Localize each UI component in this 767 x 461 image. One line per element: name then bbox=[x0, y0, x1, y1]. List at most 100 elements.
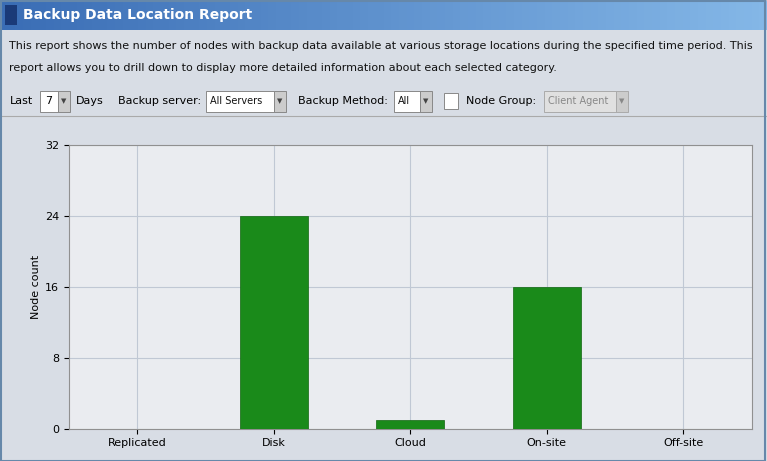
Bar bbox=[345, 0, 353, 30]
Text: Client Agent: Client Agent bbox=[548, 96, 608, 106]
Bar bbox=[360, 0, 368, 30]
Bar bbox=[368, 0, 376, 30]
Bar bbox=[107, 0, 115, 30]
Text: This report shows the number of nodes with backup data available at various stor: This report shows the number of nodes wi… bbox=[9, 41, 753, 51]
Bar bbox=[598, 0, 606, 30]
Bar bbox=[420, 91, 432, 112]
Bar bbox=[394, 91, 420, 112]
Bar bbox=[652, 0, 660, 30]
Text: All Servers: All Servers bbox=[210, 96, 262, 106]
Bar bbox=[744, 0, 752, 30]
Bar bbox=[40, 91, 58, 112]
Bar bbox=[675, 0, 683, 30]
Bar bbox=[529, 0, 537, 30]
Bar bbox=[58, 91, 70, 112]
Bar bbox=[468, 0, 476, 30]
Text: Last: Last bbox=[10, 96, 33, 106]
Bar bbox=[215, 0, 222, 30]
Bar bbox=[169, 0, 176, 30]
Bar bbox=[307, 0, 314, 30]
Bar bbox=[54, 0, 61, 30]
Bar bbox=[153, 0, 161, 30]
Bar bbox=[239, 216, 308, 429]
Bar bbox=[61, 0, 69, 30]
Bar bbox=[621, 0, 629, 30]
Bar bbox=[736, 0, 744, 30]
Bar bbox=[376, 420, 445, 429]
Bar bbox=[476, 0, 483, 30]
Bar bbox=[276, 0, 284, 30]
Bar bbox=[445, 0, 453, 30]
Bar bbox=[545, 0, 552, 30]
Bar bbox=[376, 0, 384, 30]
Bar bbox=[337, 0, 345, 30]
Bar bbox=[192, 0, 199, 30]
Bar bbox=[560, 0, 568, 30]
Bar bbox=[322, 0, 330, 30]
Bar bbox=[506, 0, 514, 30]
Bar bbox=[414, 0, 422, 30]
Bar bbox=[721, 0, 729, 30]
Bar bbox=[222, 0, 230, 30]
Bar bbox=[391, 0, 399, 30]
Text: All: All bbox=[398, 96, 410, 106]
Text: report allows you to drill down to display more detailed information about each : report allows you to drill down to displ… bbox=[9, 63, 557, 73]
Bar bbox=[77, 0, 84, 30]
Text: Node Group:: Node Group: bbox=[466, 96, 536, 106]
Bar bbox=[460, 0, 468, 30]
Bar bbox=[291, 0, 299, 30]
Bar bbox=[644, 0, 652, 30]
Bar bbox=[138, 0, 146, 30]
Bar bbox=[146, 0, 153, 30]
Bar bbox=[606, 0, 614, 30]
Bar bbox=[274, 91, 286, 112]
Bar bbox=[261, 0, 268, 30]
Bar bbox=[430, 0, 437, 30]
Bar bbox=[552, 0, 560, 30]
Bar bbox=[453, 0, 460, 30]
Text: Backup Method:: Backup Method: bbox=[298, 96, 388, 106]
Text: Backup server:: Backup server: bbox=[118, 96, 201, 106]
Bar bbox=[284, 0, 291, 30]
Bar bbox=[512, 287, 581, 429]
Bar bbox=[238, 0, 245, 30]
Bar bbox=[544, 91, 616, 112]
Bar bbox=[84, 0, 92, 30]
Bar bbox=[268, 0, 276, 30]
Bar bbox=[616, 91, 628, 112]
Bar bbox=[752, 0, 759, 30]
Bar bbox=[706, 0, 713, 30]
Bar bbox=[100, 0, 107, 30]
Text: Days: Days bbox=[76, 96, 104, 106]
Bar bbox=[614, 0, 621, 30]
Bar bbox=[568, 0, 575, 30]
Bar bbox=[698, 0, 706, 30]
Bar bbox=[314, 0, 322, 30]
Bar bbox=[69, 0, 77, 30]
Y-axis label: Node count: Node count bbox=[31, 255, 41, 319]
Text: 7: 7 bbox=[45, 96, 53, 106]
Bar bbox=[537, 0, 545, 30]
Bar bbox=[667, 0, 675, 30]
Bar bbox=[206, 91, 274, 112]
Bar bbox=[483, 0, 491, 30]
Bar bbox=[437, 0, 445, 30]
Bar bbox=[514, 0, 522, 30]
Bar bbox=[660, 0, 667, 30]
Bar bbox=[729, 0, 736, 30]
Bar bbox=[245, 0, 253, 30]
Bar bbox=[690, 0, 698, 30]
Bar bbox=[353, 0, 360, 30]
Bar bbox=[444, 93, 458, 109]
Bar bbox=[8, 0, 15, 30]
Text: ▼: ▼ bbox=[61, 98, 67, 105]
Bar bbox=[230, 0, 238, 30]
Text: Backup Data Location Report: Backup Data Location Report bbox=[23, 8, 252, 22]
Bar bbox=[23, 0, 31, 30]
Bar bbox=[330, 0, 337, 30]
Bar bbox=[38, 0, 46, 30]
Bar bbox=[15, 0, 23, 30]
Bar bbox=[629, 0, 637, 30]
Bar bbox=[253, 0, 261, 30]
Bar bbox=[184, 0, 192, 30]
